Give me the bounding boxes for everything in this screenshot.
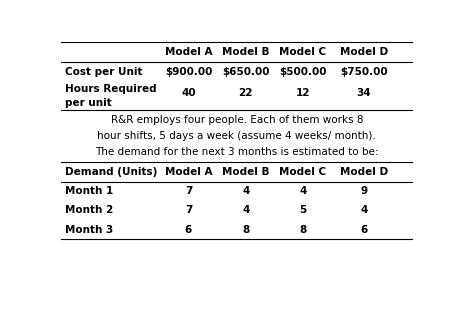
Text: 34: 34	[357, 88, 371, 98]
Text: $650.00: $650.00	[222, 67, 269, 77]
Text: 7: 7	[185, 186, 192, 196]
Text: 4: 4	[242, 205, 249, 215]
Text: Model C: Model C	[280, 167, 327, 177]
Text: 40: 40	[181, 88, 196, 98]
Text: 12: 12	[296, 88, 310, 98]
Text: Month 2: Month 2	[65, 205, 113, 215]
Text: Model A: Model A	[164, 167, 212, 177]
Text: hour shifts, 5 days a week (assume 4 weeks/ month).: hour shifts, 5 days a week (assume 4 wee…	[97, 131, 376, 141]
Text: 9: 9	[360, 186, 367, 196]
Text: 7: 7	[185, 205, 192, 215]
Text: 22: 22	[238, 88, 253, 98]
Text: 4: 4	[299, 186, 307, 196]
Text: The demand for the next 3 months is estimated to be:: The demand for the next 3 months is esti…	[95, 147, 378, 157]
Text: 4: 4	[360, 205, 368, 215]
Text: Cost per Unit: Cost per Unit	[65, 67, 142, 77]
Text: 8: 8	[299, 225, 307, 235]
Text: Model D: Model D	[340, 167, 388, 177]
Text: Model B: Model B	[222, 47, 269, 57]
Text: $500.00: $500.00	[279, 67, 327, 77]
Text: 6: 6	[360, 225, 367, 235]
Text: 8: 8	[242, 225, 249, 235]
Text: Month 1: Month 1	[65, 186, 113, 196]
Text: $750.00: $750.00	[340, 67, 388, 77]
Text: 6: 6	[185, 225, 192, 235]
Text: Hours Required
per unit: Hours Required per unit	[65, 84, 157, 108]
Text: Month 3: Month 3	[65, 225, 113, 235]
Text: 5: 5	[299, 205, 307, 215]
Text: Model B: Model B	[222, 167, 269, 177]
Text: Demand (Units): Demand (Units)	[65, 167, 157, 177]
Text: $900.00: $900.00	[165, 67, 212, 77]
Text: Model A: Model A	[164, 47, 212, 57]
Text: Model D: Model D	[340, 47, 388, 57]
Text: Model C: Model C	[280, 47, 327, 57]
Text: 4: 4	[242, 186, 249, 196]
Text: R&R employs four people. Each of them works 8: R&R employs four people. Each of them wo…	[110, 115, 363, 125]
